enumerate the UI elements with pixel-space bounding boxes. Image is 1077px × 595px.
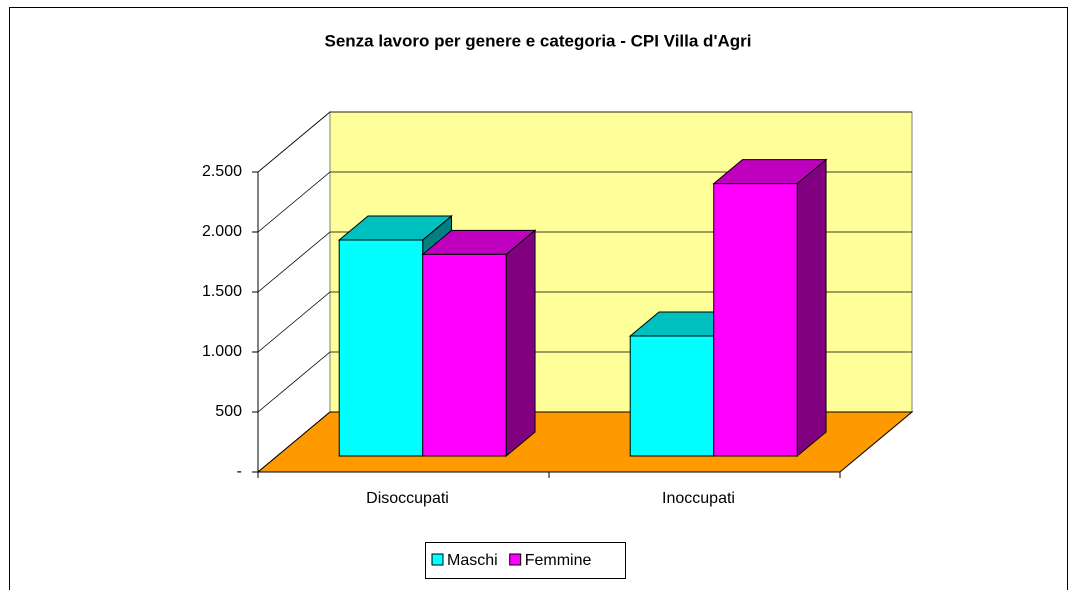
bar xyxy=(421,229,537,458)
bar-front xyxy=(422,253,507,457)
grid-line xyxy=(257,171,912,233)
bar-side xyxy=(796,158,827,458)
y-tick-label: 2.500 xyxy=(202,163,242,180)
legend-swatch xyxy=(509,553,522,566)
bar-front xyxy=(713,183,798,457)
x-tick-label: Disoccupati xyxy=(366,490,449,507)
y-tick-label: 500 xyxy=(215,403,242,420)
y-tick-label: 1.500 xyxy=(202,283,242,300)
x-tick-label: Inoccupati xyxy=(662,490,735,507)
legend-label: Femmine xyxy=(525,552,592,569)
legend-label: Maschi xyxy=(447,552,498,569)
bar-front xyxy=(338,239,424,457)
bar xyxy=(712,158,828,458)
y-tick-label: 1.000 xyxy=(202,343,242,360)
legend-box xyxy=(425,542,626,579)
side-wall xyxy=(257,110,331,474)
chart-title: Senza lavoro per genere e categoria - CP… xyxy=(325,31,752,50)
bar-side xyxy=(505,229,536,458)
y-tick-label: 2.000 xyxy=(202,223,242,240)
y-tick-label: - xyxy=(237,463,242,480)
bar-front xyxy=(629,335,715,457)
grid-line xyxy=(257,111,912,173)
legend-swatch xyxy=(431,553,444,566)
